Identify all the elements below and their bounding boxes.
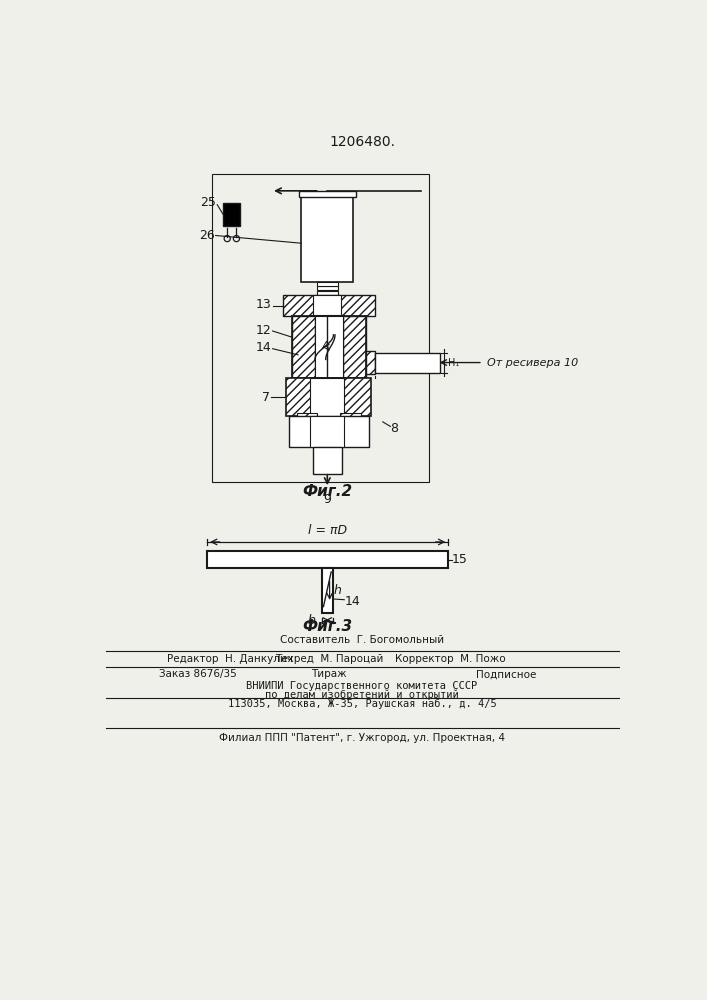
Bar	[366, 351, 375, 374]
Text: Фиг.2: Фиг.2	[302, 484, 352, 499]
Text: Подписное: Подписное	[477, 669, 537, 679]
Text: 12: 12	[255, 324, 271, 337]
Text: Техред  М. Пароцай: Техред М. Пароцай	[274, 654, 383, 664]
Bar	[322, 568, 333, 613]
Text: h: h	[334, 584, 341, 597]
Bar	[207, 551, 448, 568]
Text: 9: 9	[323, 493, 332, 506]
Text: A: A	[321, 341, 329, 351]
Bar	[315, 316, 343, 378]
Bar	[317, 286, 338, 290]
Text: Заказ 8676/35: Заказ 8676/35	[160, 669, 237, 679]
Text: 113035, Москва, Ж-35, Раушская наб., д. 4/5: 113035, Москва, Ж-35, Раушская наб., д. …	[228, 699, 496, 709]
Text: Филиал ППП "Патент", г. Ужгород, ул. Проектная, 4: Филиал ППП "Патент", г. Ужгород, ул. Про…	[219, 733, 505, 743]
Text: Фиг.3: Фиг.3	[302, 619, 352, 634]
Bar	[317, 291, 338, 295]
Bar	[310, 378, 344, 416]
Text: 7: 7	[262, 391, 269, 404]
Bar	[212, 174, 429, 482]
Text: Тираж: Тираж	[311, 669, 346, 679]
Bar	[283, 295, 327, 316]
Bar	[296, 413, 317, 420]
Text: по делам изобретений и открытий: по делам изобретений и открытий	[265, 690, 459, 700]
Text: 8: 8	[390, 422, 399, 434]
Bar	[375, 353, 440, 373]
Bar	[288, 416, 369, 447]
Text: Редактор  Н. Данкулич: Редактор Н. Данкулич	[167, 654, 293, 664]
Bar	[223, 203, 240, 226]
Bar	[340, 413, 361, 420]
Bar	[301, 197, 354, 282]
Text: Корректор  М. Пожо: Корректор М. Пожо	[395, 654, 506, 664]
Text: b: b	[308, 614, 316, 627]
Text: ВНИИПИ Государственного комитета СССР: ВНИИПИ Государственного комитета СССР	[246, 681, 477, 691]
Bar	[313, 295, 341, 316]
Text: 14: 14	[255, 341, 271, 354]
Text: Составитель  Г. Богомольный: Составитель Г. Богомольный	[280, 635, 444, 645]
Bar	[286, 378, 371, 416]
Bar	[327, 295, 375, 316]
Text: 15: 15	[452, 553, 468, 566]
Text: 25: 25	[201, 196, 216, 209]
Bar	[292, 316, 315, 378]
Bar	[343, 316, 366, 378]
Bar	[312, 447, 342, 474]
Text: H₁: H₁	[448, 358, 460, 368]
Text: От ресивера 10: От ресивера 10	[486, 358, 578, 368]
Text: 1206480.: 1206480.	[329, 135, 395, 149]
Bar	[299, 191, 356, 197]
Bar	[310, 416, 344, 447]
Bar	[317, 282, 338, 286]
Text: 14: 14	[344, 595, 360, 608]
Bar	[310, 315, 344, 318]
Text: 13: 13	[255, 298, 271, 311]
Text: l = πD: l = πD	[308, 524, 347, 537]
Text: 26: 26	[199, 229, 215, 242]
